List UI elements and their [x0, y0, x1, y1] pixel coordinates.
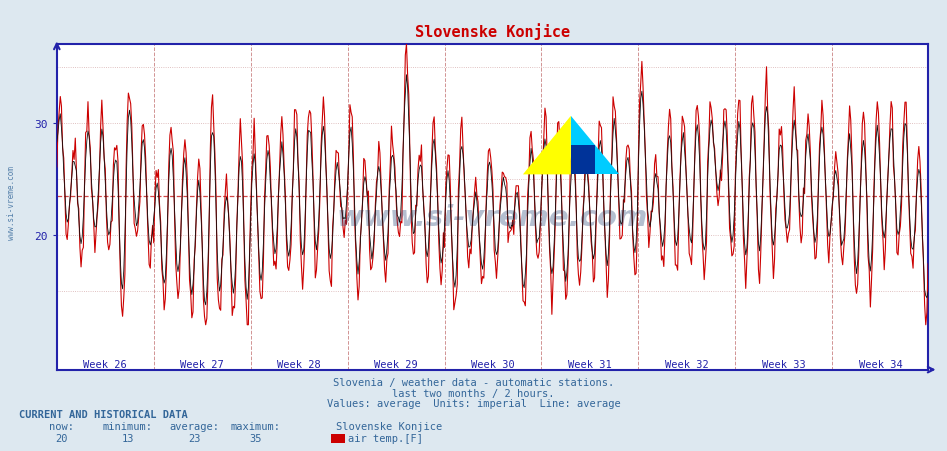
Text: now:: now: — [49, 421, 74, 431]
Polygon shape — [523, 116, 571, 175]
Text: air temp.[F]: air temp.[F] — [348, 433, 422, 443]
Text: www.si-vreme.com: www.si-vreme.com — [337, 203, 648, 231]
Text: Week 34: Week 34 — [859, 359, 902, 369]
Text: Week 28: Week 28 — [277, 359, 321, 369]
Text: Week 31: Week 31 — [568, 359, 612, 369]
Text: 23: 23 — [188, 433, 201, 443]
Text: Slovenske Konjice: Slovenske Konjice — [336, 421, 442, 431]
Text: CURRENT AND HISTORICAL DATA: CURRENT AND HISTORICAL DATA — [19, 409, 188, 419]
Text: Values: average  Units: imperial  Line: average: Values: average Units: imperial Line: av… — [327, 398, 620, 408]
Text: Week 33: Week 33 — [762, 359, 806, 369]
Text: 13: 13 — [121, 433, 134, 443]
Text: 35: 35 — [249, 433, 262, 443]
Polygon shape — [571, 116, 618, 175]
Text: www.si-vreme.com: www.si-vreme.com — [7, 166, 16, 240]
Text: minimum:: minimum: — [103, 421, 152, 431]
Text: Week 26: Week 26 — [83, 359, 127, 369]
Text: maximum:: maximum: — [231, 421, 280, 431]
Text: average:: average: — [170, 421, 219, 431]
Title: Slovenske Konjice: Slovenske Konjice — [415, 23, 570, 40]
Bar — [571, 146, 595, 175]
Text: 20: 20 — [55, 433, 68, 443]
Text: Week 30: Week 30 — [472, 359, 515, 369]
Text: Week 32: Week 32 — [665, 359, 708, 369]
Text: last two months / 2 hours.: last two months / 2 hours. — [392, 388, 555, 398]
Text: Week 29: Week 29 — [374, 359, 418, 369]
Text: Week 27: Week 27 — [180, 359, 224, 369]
Text: Slovenia / weather data - automatic stations.: Slovenia / weather data - automatic stat… — [333, 377, 614, 387]
